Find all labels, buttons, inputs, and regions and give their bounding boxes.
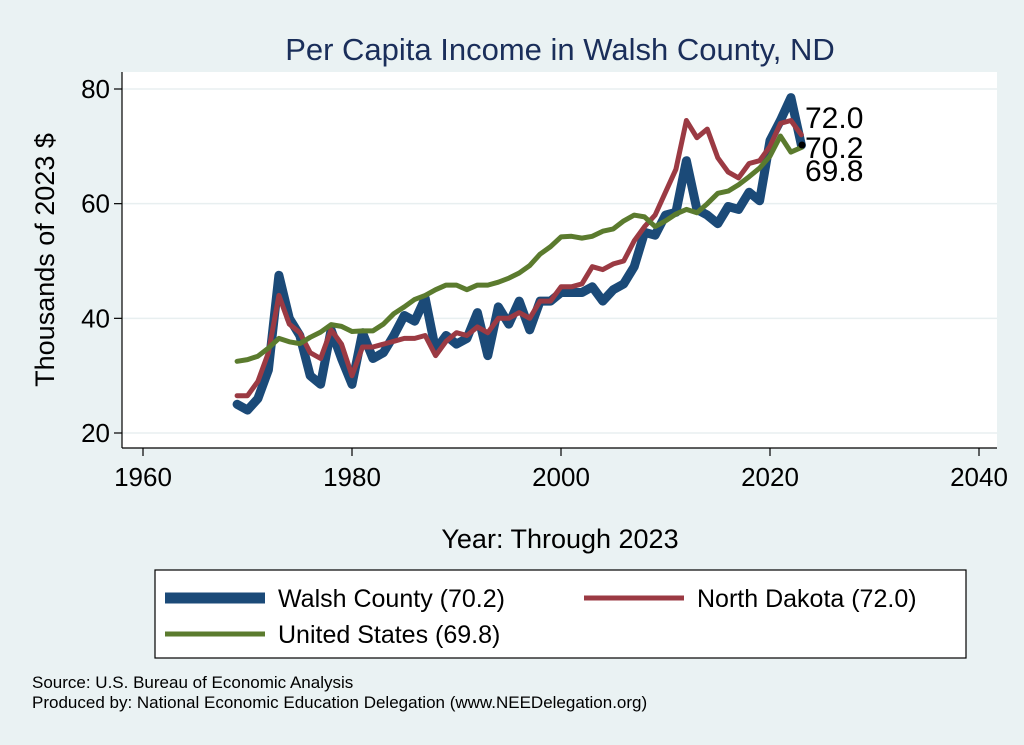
x-axis-label: Year: Through 2023	[441, 524, 678, 554]
series-line-north-dakota	[234, 118, 804, 399]
x-tick-label: 2020	[741, 462, 799, 492]
y-axis-label: Thousands of 2023 $	[30, 133, 60, 387]
x-tick-label: 2000	[532, 462, 590, 492]
x-axis-ticks: 1960 1980 2000 2020 2040	[114, 448, 1008, 492]
x-tick-label: 2040	[950, 462, 1008, 492]
legend-box	[154, 569, 967, 659]
y-tick-label: 20	[81, 418, 110, 448]
x-tick-label: 1960	[114, 462, 172, 492]
produced-by-note: Produced by: National Economic Education…	[32, 693, 647, 712]
gridlines	[122, 88, 997, 434]
y-tick-label: 40	[81, 303, 110, 333]
legend-label-north-dakota: North Dakota (72.0)	[697, 585, 917, 613]
latest-value-dot	[798, 141, 806, 149]
end-label-walsh-county: 70.2	[805, 132, 863, 165]
y-axis-ticks: 20 40 60 80	[81, 74, 122, 448]
legend-label-walsh-county: Walsh County (70.2)	[278, 585, 505, 613]
chart-title: Per Capita Income in Walsh County, ND	[285, 32, 835, 67]
end-label-united-states: 69.8	[805, 155, 863, 188]
legend-label-united-states: United States (69.8)	[278, 621, 500, 649]
end-label-north-dakota: 72.0	[805, 102, 863, 135]
x-tick-label: 1980	[323, 462, 381, 492]
plot-area	[122, 72, 997, 448]
legend: Walsh County (70.2) North Dakota (72.0) …	[154, 569, 967, 659]
source-note: Source: U.S. Bureau of Economic Analysis	[32, 673, 353, 692]
series-line-united-states	[234, 133, 804, 364]
y-tick-label: 60	[81, 189, 110, 219]
y-tick-label: 80	[81, 74, 110, 104]
series-lines	[232, 93, 806, 415]
